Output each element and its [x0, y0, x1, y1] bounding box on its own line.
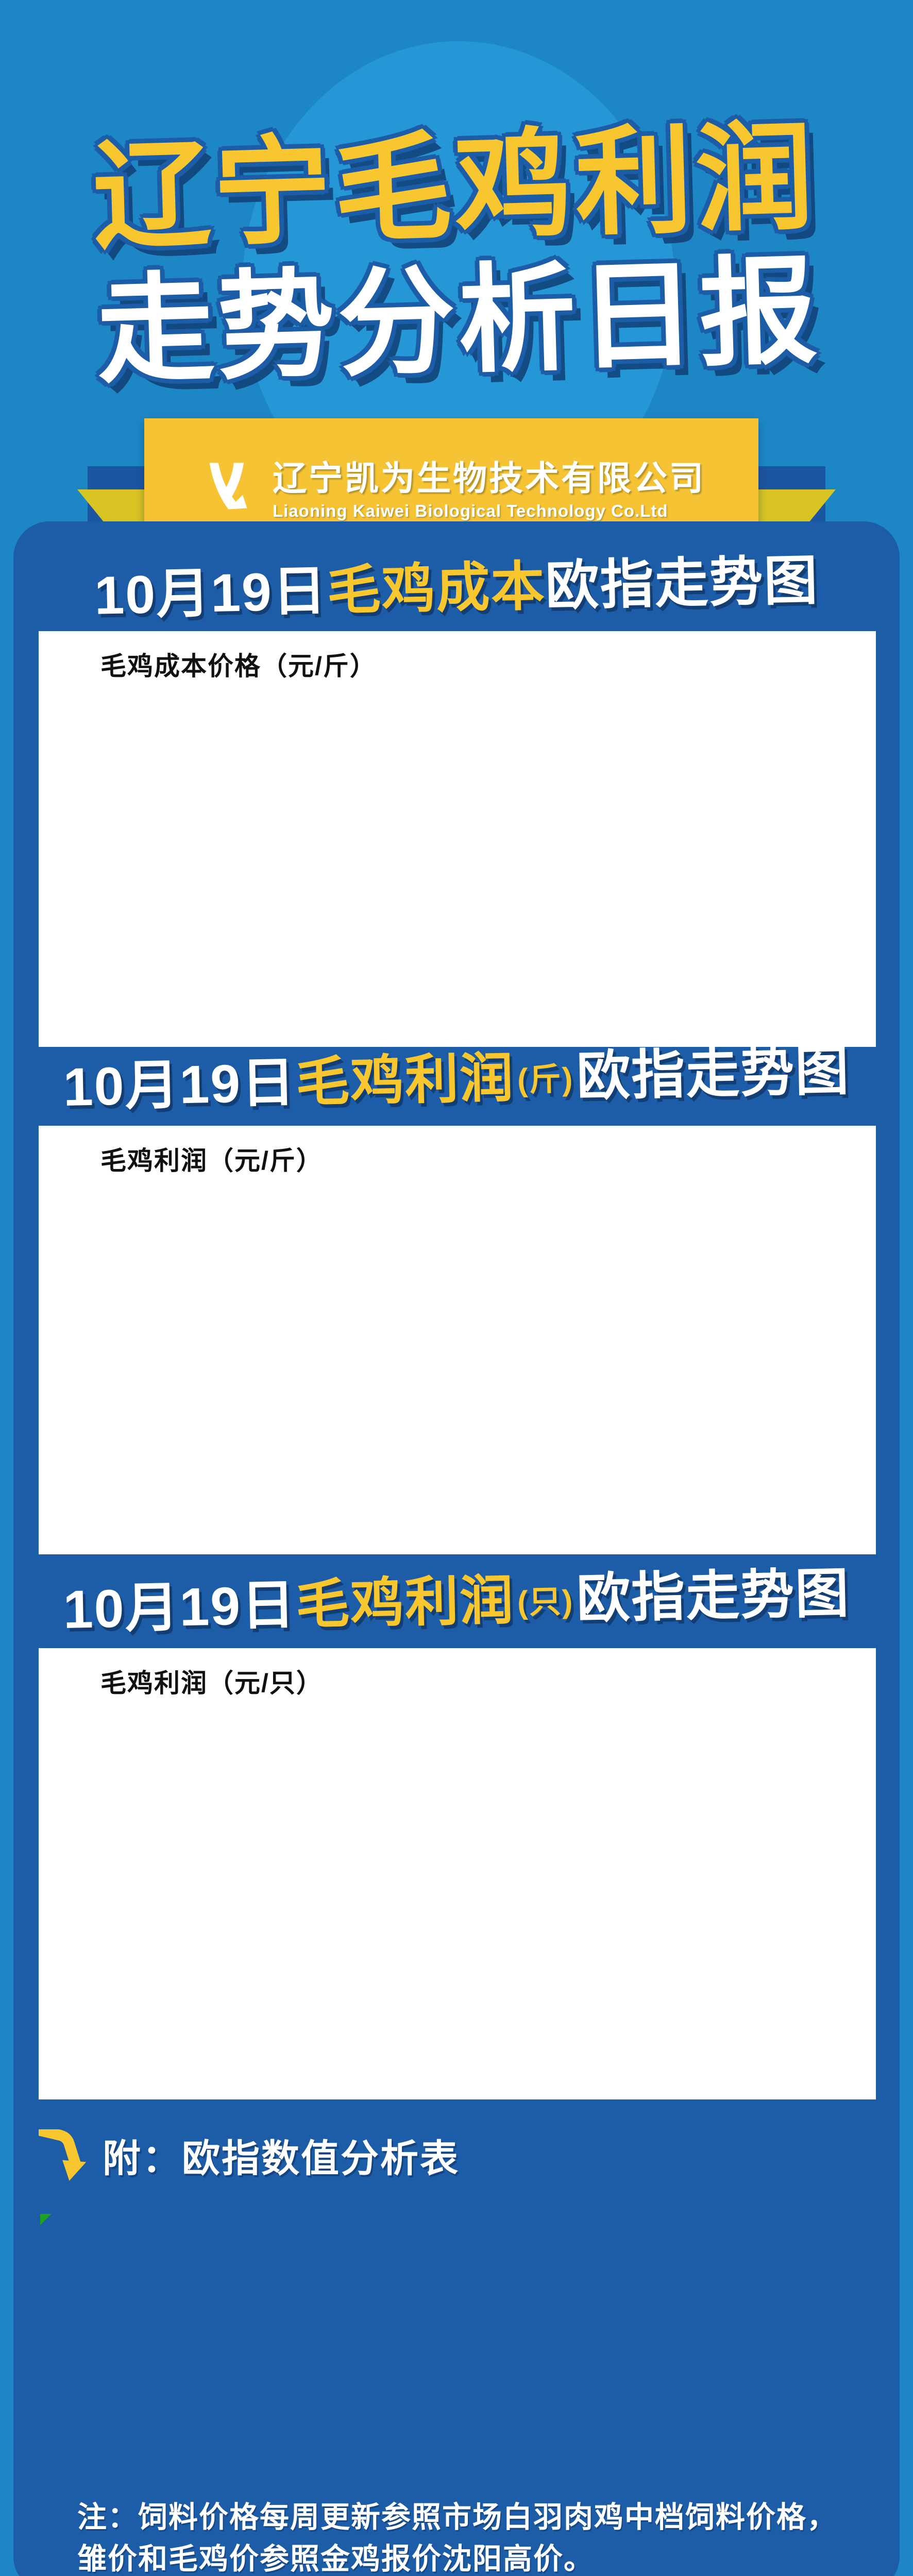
company-logo-icon — [209, 463, 247, 510]
analysis-section-header: 附：欧指数值分析表 — [39, 2127, 863, 2183]
section-header-part: 毛鸡利润 — [295, 1048, 515, 1113]
company-name-block: 辽宁凯为生物技术有限公司 Liaoning Kaiwei Biological … — [273, 459, 705, 521]
section-header-part: 10月19日 — [94, 561, 328, 626]
section-header-part: 毛鸡成本 — [326, 556, 546, 621]
company-name-cn: 辽宁凯为生物技术有限公司 — [273, 459, 705, 498]
section-header-part: (只) — [517, 1584, 574, 1621]
section-header-part: 欧指走势图 — [576, 1041, 851, 1107]
company-name-en: Liaoning Kaiwei Biological Technology Co… — [273, 501, 668, 520]
page-title-line1: 辽宁毛鸡利润 — [91, 112, 818, 263]
cost-chart-title: 毛鸡成本价格（元/斤） — [100, 652, 377, 681]
corner-arrow-icon — [39, 2129, 87, 2181]
profit-jin-chart-panel: 毛鸡利润（元/斤） — [39, 1126, 876, 1554]
profit-jin-chart-title: 毛鸡利润（元/斤） — [100, 1146, 323, 1175]
section-header-part: 欧指走势图 — [545, 551, 819, 617]
table-corner-marker — [40, 2214, 52, 2225]
profit-jin-chart — [39, 1126, 876, 1554]
section-header-part: 毛鸡利润 — [295, 1570, 515, 1635]
cost-chart-panel: 毛鸡成本价格（元/斤） — [39, 631, 876, 1047]
section-header-part: (斤) — [517, 1061, 574, 1098]
analysis-section-title: 附：欧指数值分析表 — [103, 2137, 460, 2180]
profit-bird-chart-title: 毛鸡利润（元/只） — [100, 1669, 323, 1698]
profit-bird-chart-panel: 毛鸡利润（元/只） — [39, 1648, 876, 2099]
section-header-part: 10月19日 — [62, 1053, 297, 1117]
profit-bird-chart — [39, 1648, 876, 2099]
section-header-part: 10月19日 — [62, 1575, 297, 1640]
page-title: 辽宁毛鸡利润 走势分析日报 — [0, 108, 913, 401]
footnote: 注：饲料价格每周更新参照市场白羽肉鸡中档饲料价格，雏价和毛鸡价参照金鸡报价沈阳高… — [77, 2501, 837, 2575]
cost-chart — [39, 631, 876, 1047]
section-header-part: 欧指走势图 — [576, 1564, 851, 1630]
page-title-line2: 走势分析日报 — [95, 246, 822, 397]
